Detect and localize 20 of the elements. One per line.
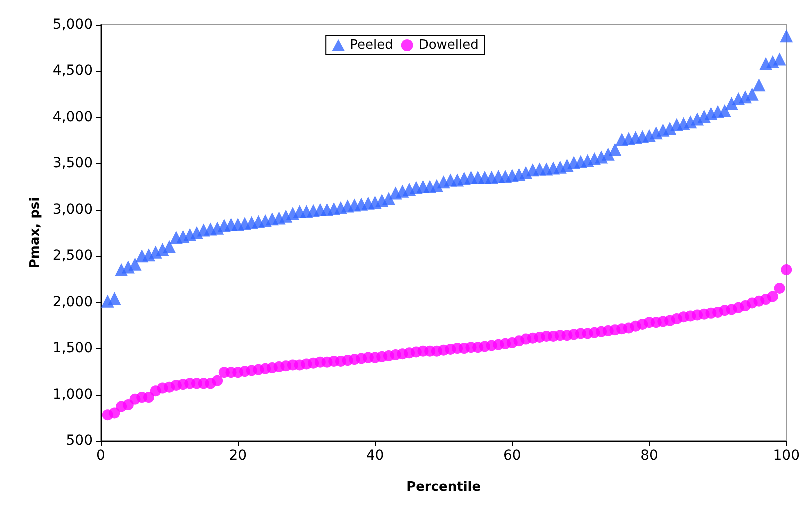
- y-tick-label: 500: [66, 433, 93, 449]
- y-tick-label: 3,000: [52, 202, 93, 218]
- x-tick-label: 60: [503, 448, 522, 464]
- x-tick-label: 20: [229, 448, 248, 464]
- y-tick-label: 1,000: [52, 386, 93, 403]
- legend-label: Dowelled: [418, 38, 479, 53]
- y-tick-label: 1,500: [52, 340, 93, 357]
- x-tick-label: 100: [773, 448, 800, 464]
- x-tick-label: 0: [96, 448, 106, 464]
- y-tick-label: 4,500: [52, 63, 93, 80]
- x-tick-label: 80: [640, 448, 658, 464]
- x-tick-label: 40: [366, 448, 384, 464]
- y-tick-label: 5,000: [52, 17, 93, 33]
- y-tick-label: 2,000: [52, 294, 93, 310]
- y-tick-label: 2,500: [52, 248, 93, 264]
- y-axis-title: Pmax, psi: [28, 197, 44, 269]
- y-tick-label: 4,000: [52, 109, 93, 126]
- x-axis-title: Percentile: [406, 480, 482, 495]
- y-tick-label: 3,500: [52, 156, 93, 172]
- legend-label: Peeled: [350, 38, 394, 53]
